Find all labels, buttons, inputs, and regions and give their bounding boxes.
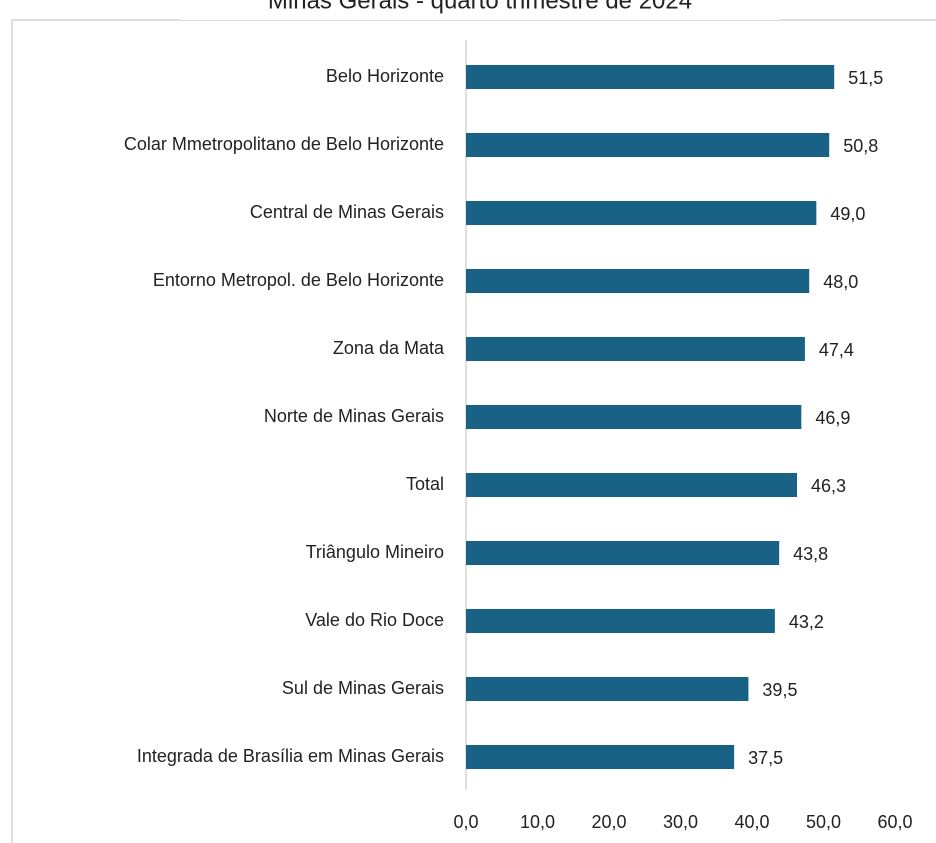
y-tick-label: Vale do Rio Doce	[305, 610, 444, 630]
y-tick-label: Zona da Mata	[333, 338, 445, 358]
value-label: 43,2	[789, 612, 824, 632]
y-tick-label: Belo Horizonte	[326, 66, 444, 86]
value-label: 39,5	[762, 680, 797, 700]
value-label: 51,5	[848, 68, 883, 88]
bar	[466, 337, 805, 361]
value-label: 43,8	[793, 544, 828, 564]
value-label: 48,0	[823, 272, 858, 292]
bar	[466, 405, 802, 429]
y-tick-label: Triângulo Mineiro	[306, 542, 444, 562]
bar	[466, 677, 749, 701]
bar	[466, 541, 780, 565]
value-label: 50,8	[843, 136, 878, 156]
x-tick-label: 60,0	[877, 812, 912, 832]
y-tick-label: Total	[406, 474, 444, 494]
title-bg	[180, 0, 780, 20]
x-tick-label: 30,0	[663, 812, 698, 832]
x-tick-label: 50,0	[806, 812, 841, 832]
x-tick-label: 40,0	[734, 812, 769, 832]
bar	[466, 201, 817, 225]
x-tick-label: 0,0	[453, 812, 478, 832]
value-label: 46,9	[815, 408, 850, 428]
y-tick-label: Sul de Minas Gerais	[282, 678, 444, 698]
bar	[466, 133, 830, 157]
x-tick-label: 20,0	[591, 812, 626, 832]
y-tick-label: Entorno Metropol. de Belo Horizonte	[153, 270, 444, 290]
bar	[466, 745, 735, 769]
bar	[466, 269, 810, 293]
y-tick-label: Integrada de Brasília em Minas Gerais	[137, 746, 444, 766]
value-label: 49,0	[830, 204, 865, 224]
x-tick-label: 10,0	[520, 812, 555, 832]
value-label: 47,4	[819, 340, 854, 360]
y-tick-label: Central de Minas Gerais	[250, 202, 444, 222]
bar	[466, 65, 835, 89]
y-tick-label: Norte de Minas Gerais	[264, 406, 444, 426]
bar	[466, 473, 798, 497]
bar	[466, 609, 775, 633]
chart-title: Minas Gerais - quarto trimestre de 2024	[268, 0, 692, 14]
value-label: 37,5	[748, 748, 783, 768]
y-tick-label: Colar Mmetropolitano de Belo Horizonte	[124, 134, 444, 154]
value-label: 46,3	[811, 476, 846, 496]
